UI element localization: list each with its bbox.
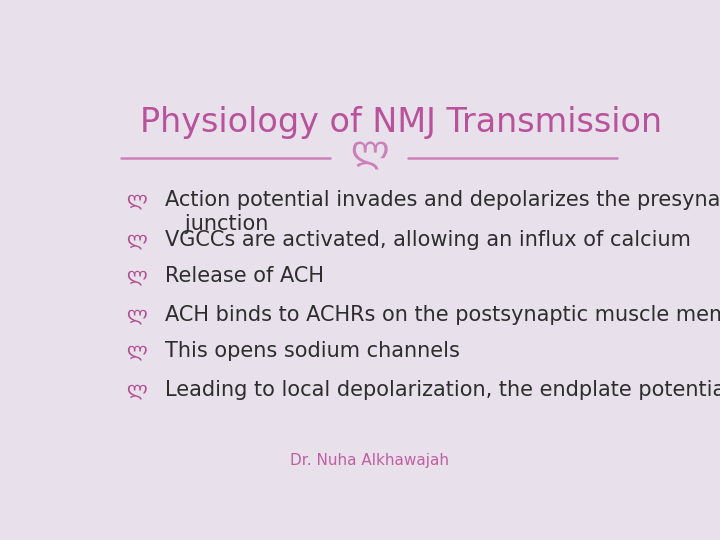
Text: VGCCs are activated, allowing an influx of calcium: VGCCs are activated, allowing an influx … — [166, 230, 691, 250]
Text: Dr. Nuha Alkhawajah: Dr. Nuha Alkhawajah — [289, 453, 449, 468]
Text: This opens sodium channels: This opens sodium channels — [166, 341, 460, 361]
Text: ACH binds to ACHRs on the postsynaptic muscle membrane: ACH binds to ACHRs on the postsynaptic m… — [166, 305, 720, 325]
Text: ლ: ლ — [126, 380, 147, 399]
Text: ლ: ლ — [350, 137, 388, 170]
Text: Leading to local depolarization, the endplate potential (EPP): Leading to local depolarization, the end… — [166, 380, 720, 400]
Text: ლ: ლ — [126, 190, 147, 208]
Text: ლ: ლ — [126, 230, 147, 249]
Text: Release of ACH: Release of ACH — [166, 266, 324, 286]
Text: ლ: ლ — [126, 266, 147, 286]
Text: Physiology of NMJ Transmission: Physiology of NMJ Transmission — [140, 106, 662, 139]
Text: Action potential invades and depolarizes the presynaptic
   junction: Action potential invades and depolarizes… — [166, 190, 720, 233]
Text: ლ: ლ — [126, 341, 147, 360]
Text: ლ: ლ — [126, 305, 147, 323]
